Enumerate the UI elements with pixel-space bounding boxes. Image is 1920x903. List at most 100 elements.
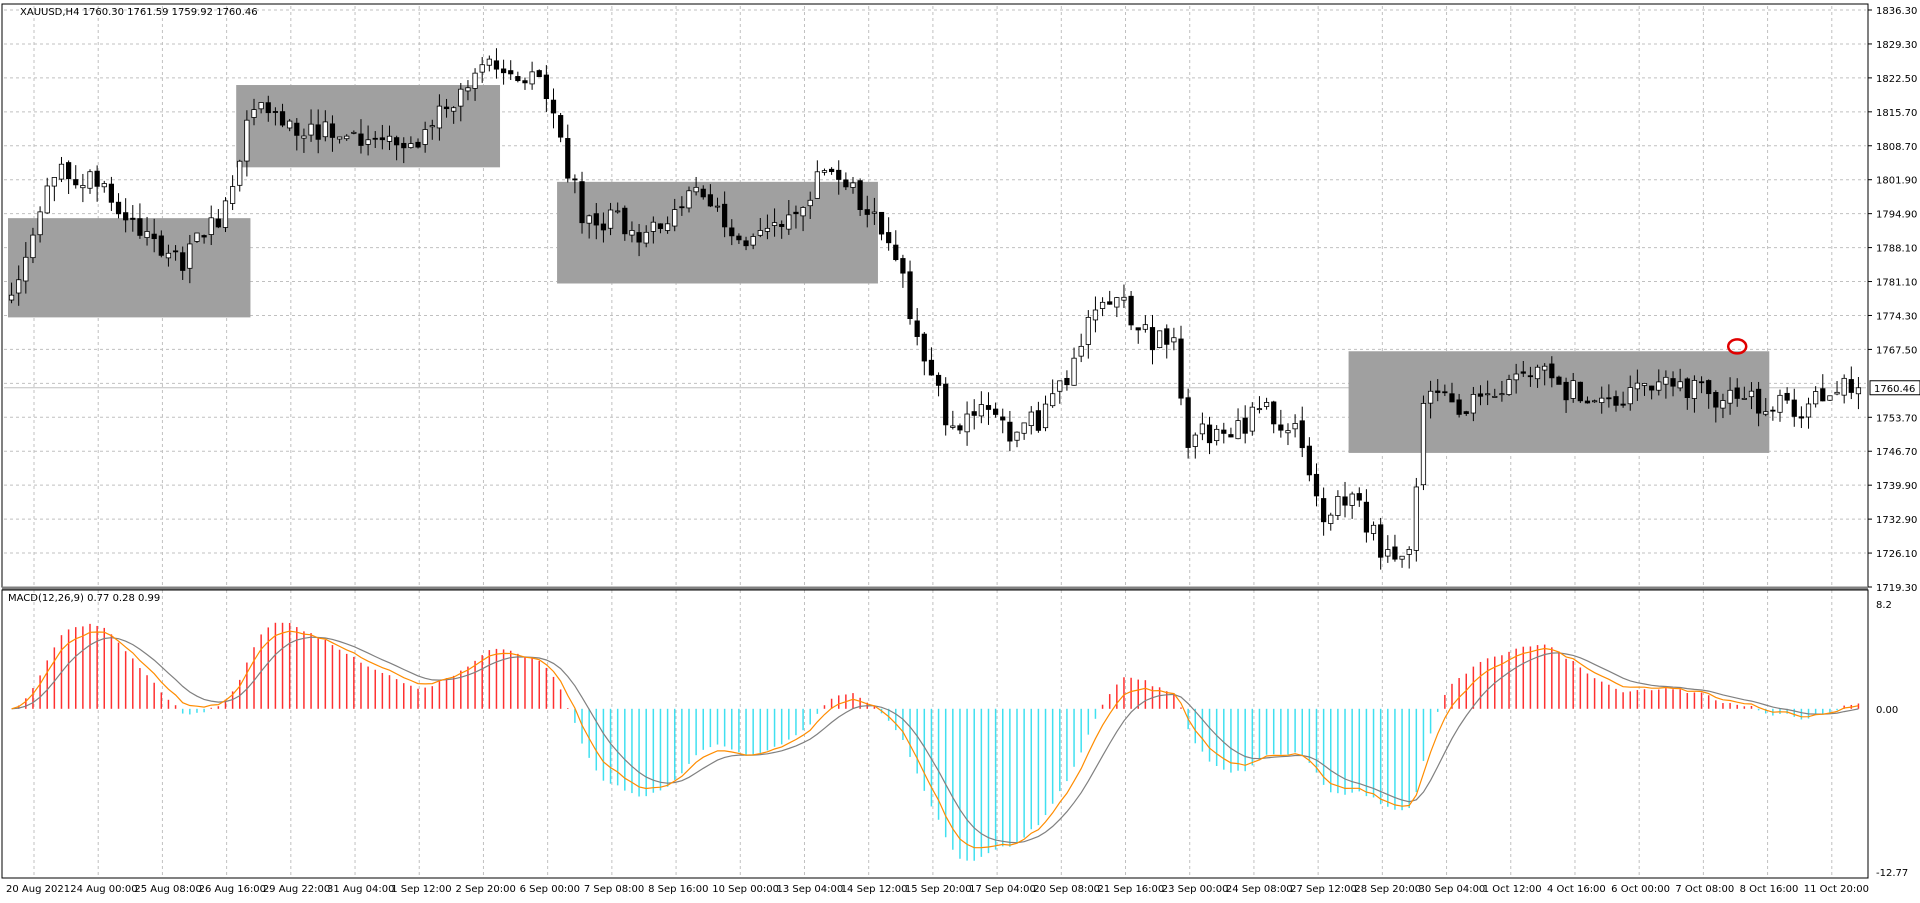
candle-body [436,105,443,129]
candle-body [1563,381,1569,401]
candle-body [415,141,421,148]
candle-body [572,178,578,181]
candle [615,202,621,214]
candle-body [493,60,500,70]
candle-body [16,279,22,294]
price-tick-label: 1794.90 [1876,210,1917,221]
candle [1328,512,1334,531]
candle [1370,521,1377,541]
macd-tick-label: 0.00 [1876,705,1898,716]
candle [329,115,336,152]
candle-body [515,76,521,82]
time-tick-label: 31 Aug 04:00 [327,884,394,895]
candle-body [814,171,820,199]
candle [1035,401,1042,433]
candle [500,59,507,85]
candle-body [1149,327,1156,351]
candle-body [629,230,635,236]
candle [322,110,328,142]
candle-body [1813,391,1819,405]
candle-body [443,106,450,110]
candle [251,98,257,126]
candle-body [1627,387,1633,405]
candle [686,186,692,213]
candle [1420,395,1427,491]
candle [672,198,678,232]
candle-body [1777,394,1783,413]
candle [80,173,86,203]
candle [900,254,906,288]
candle [1121,284,1127,309]
symbol-info: XAUUSD,H4 1760.30 1761.59 1759.92 1760.4… [20,7,258,18]
candle [1770,406,1776,421]
candle-body [757,230,763,236]
candle-body [1606,397,1612,400]
candle [1827,395,1833,401]
candle [465,80,471,101]
candle [1805,397,1812,429]
candle [650,216,656,244]
candle-body [950,425,956,428]
candle [336,136,343,144]
candle [828,167,835,175]
candle-body [1164,328,1170,345]
candle [707,184,713,208]
candle [1634,369,1640,401]
candle-body [1427,390,1434,404]
candle-body [821,170,828,173]
candle [643,225,649,248]
candle-body [87,171,93,189]
candle [1392,534,1398,562]
candle [928,347,935,376]
candle [244,110,250,177]
candle [123,198,129,233]
candle [1242,405,1248,444]
macd-tick-label: -12.77 [1876,868,1908,879]
candle-body [607,209,614,229]
candle [1841,374,1847,404]
candle-body [458,88,464,107]
candle [1584,396,1591,404]
candle [1385,535,1391,563]
candle-body [1406,549,1412,555]
candle [493,48,500,79]
candle-body [993,408,999,415]
candle-body [1413,486,1419,551]
candle-body [1442,391,1448,394]
candle [1071,347,1077,386]
candle-body [1755,388,1762,414]
candle-body [1385,549,1391,557]
candle [158,230,164,258]
candle-body [479,64,485,73]
candle [358,119,364,154]
candle-body [1706,380,1712,395]
annotations [1726,338,1748,355]
candle-body [1263,402,1270,407]
candle-body [165,252,172,259]
candle [1206,416,1213,455]
candle-body [422,129,428,145]
candle [700,185,706,200]
candle-body [1256,408,1263,411]
candle-body [1506,379,1512,395]
candle-body [1192,434,1198,447]
candle [971,399,977,430]
candle [394,135,400,161]
candle-body [237,160,243,186]
candle [878,211,885,241]
candle [1349,491,1355,519]
candle-body [358,133,364,146]
candle [1171,327,1177,351]
candle-body [1114,297,1120,308]
candle-body [1649,385,1655,391]
candle [1363,489,1370,543]
price-tick-label: 1767.50 [1876,345,1917,356]
candle-body [272,111,279,113]
candle [1278,409,1284,438]
candle [978,391,984,424]
candle [1741,386,1747,400]
time-tick-label: 13 Sep 04:00 [776,884,843,895]
candle-body [1078,345,1084,357]
